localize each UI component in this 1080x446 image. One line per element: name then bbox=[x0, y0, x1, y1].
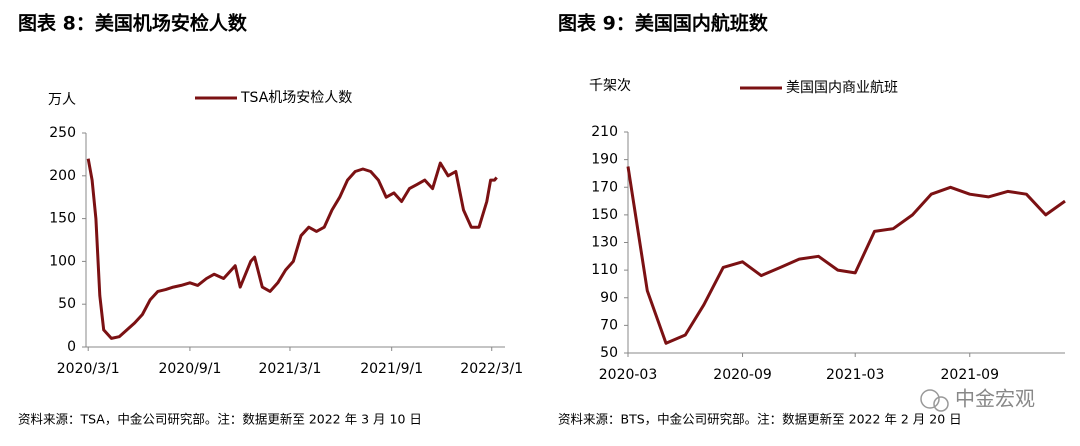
x-tick-label: 2021/9/1 bbox=[360, 361, 423, 377]
x-tick-label: 2021-03 bbox=[826, 367, 885, 383]
legend-label: TSA机场安检人数 bbox=[240, 90, 352, 106]
y-tick-label: 90 bbox=[600, 290, 618, 306]
y-tick-label: 0 bbox=[67, 339, 76, 355]
watermark-text: 中金宏观 bbox=[955, 387, 1035, 411]
y-tick-label: 50 bbox=[600, 345, 618, 361]
x-tick-label: 2021/3/1 bbox=[259, 361, 322, 377]
y-tick-label: 210 bbox=[591, 124, 618, 140]
x-tick-label: 2022/3/1 bbox=[460, 361, 523, 377]
y-unit: 万人 bbox=[48, 92, 76, 108]
watermark: 中金宏观 bbox=[920, 387, 1035, 412]
y-unit: 千架次 bbox=[589, 78, 631, 94]
y-tick-label: 130 bbox=[591, 235, 618, 251]
x-tick-label: 2020-03 bbox=[599, 367, 658, 383]
y-tick-label: 150 bbox=[591, 207, 618, 223]
chart-title: 图表 9：美国国内航班数 bbox=[558, 12, 769, 35]
y-tick-label: 170 bbox=[591, 179, 618, 195]
series-line bbox=[626, 166, 1066, 345]
y-tick-label: 100 bbox=[49, 253, 76, 269]
chart-title: 图表 8：美国机场安检人数 bbox=[18, 12, 248, 35]
y-tick-label: 50 bbox=[58, 296, 76, 312]
source-note: 资料来源：BTS，中金公司研究部。注：数据更新至 2022 年 2 月 20 日 bbox=[558, 412, 962, 427]
x-tick-label: 2020/9/1 bbox=[158, 361, 221, 377]
y-tick-label: 70 bbox=[600, 317, 618, 333]
y-tick-label: 200 bbox=[49, 168, 76, 184]
y-tick-label: 110 bbox=[591, 262, 618, 278]
x-tick-label: 2021-09 bbox=[941, 367, 1000, 383]
y-tick-label: 190 bbox=[591, 152, 618, 168]
watermark-icon bbox=[933, 396, 949, 412]
y-tick-label: 250 bbox=[49, 125, 76, 141]
series-line bbox=[86, 158, 498, 340]
source-note: 资料来源：TSA，中金公司研究部。注：数据更新至 2022 年 3 月 10 日 bbox=[18, 412, 422, 427]
watermark-icon bbox=[920, 389, 940, 409]
y-tick-label: 150 bbox=[49, 211, 76, 227]
x-tick-label: 2020/3/1 bbox=[57, 361, 120, 377]
x-tick-label: 2020-09 bbox=[713, 367, 772, 383]
legend-label: 美国国内商业航班 bbox=[786, 80, 898, 96]
